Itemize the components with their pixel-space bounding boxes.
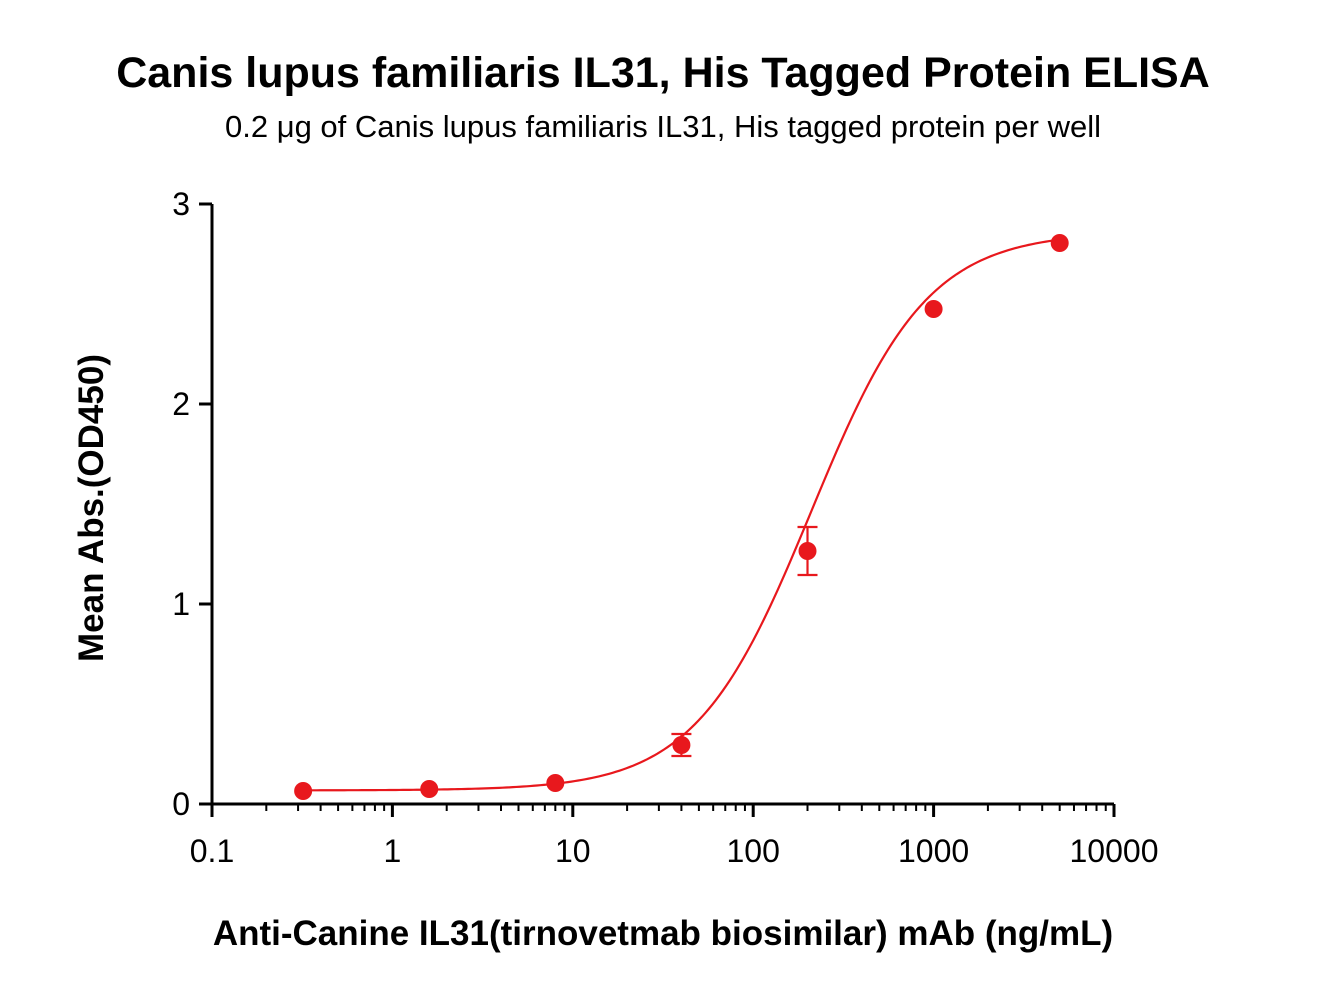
x-tick-label: 1 <box>384 833 402 869</box>
x-tick-label: 1000 <box>898 833 969 869</box>
chart-title: Canis lupus familiaris IL31, His Tagged … <box>116 49 1210 97</box>
axes <box>210 204 1114 806</box>
y-tick-label: 0 <box>172 786 190 822</box>
x-axis-title: Anti-Canine IL31(tirnovetmab biosimilar)… <box>213 914 1113 953</box>
y-tick-label: 3 <box>172 186 190 222</box>
error-layer <box>671 525 818 758</box>
data-point <box>1050 234 1069 252</box>
y-axis-title: Mean Abs.(OD450) <box>72 354 111 662</box>
point-layer <box>294 234 1069 800</box>
x-tick-label: 10000 <box>1070 833 1159 869</box>
y-tick-label: 2 <box>172 386 190 422</box>
chart-subtitle: 0.2 μg of Canis lupus familiaris IL31, H… <box>225 109 1101 144</box>
y-tick-label: 1 <box>172 586 190 622</box>
fit-curve <box>303 238 1060 792</box>
data-point <box>546 774 565 792</box>
data-point <box>294 782 313 800</box>
x-tick-label: 100 <box>727 833 780 869</box>
data-point <box>924 300 943 318</box>
data-point <box>420 780 439 798</box>
x-tick-label: 0.1 <box>190 833 234 869</box>
x-tick-label: 10 <box>555 833 591 869</box>
data-point <box>672 736 691 754</box>
data-point <box>798 542 817 560</box>
fit-layer <box>303 238 1060 792</box>
ticks: 0.1 1 10 100 1000 10000 0 1 2 3 <box>172 186 1158 869</box>
